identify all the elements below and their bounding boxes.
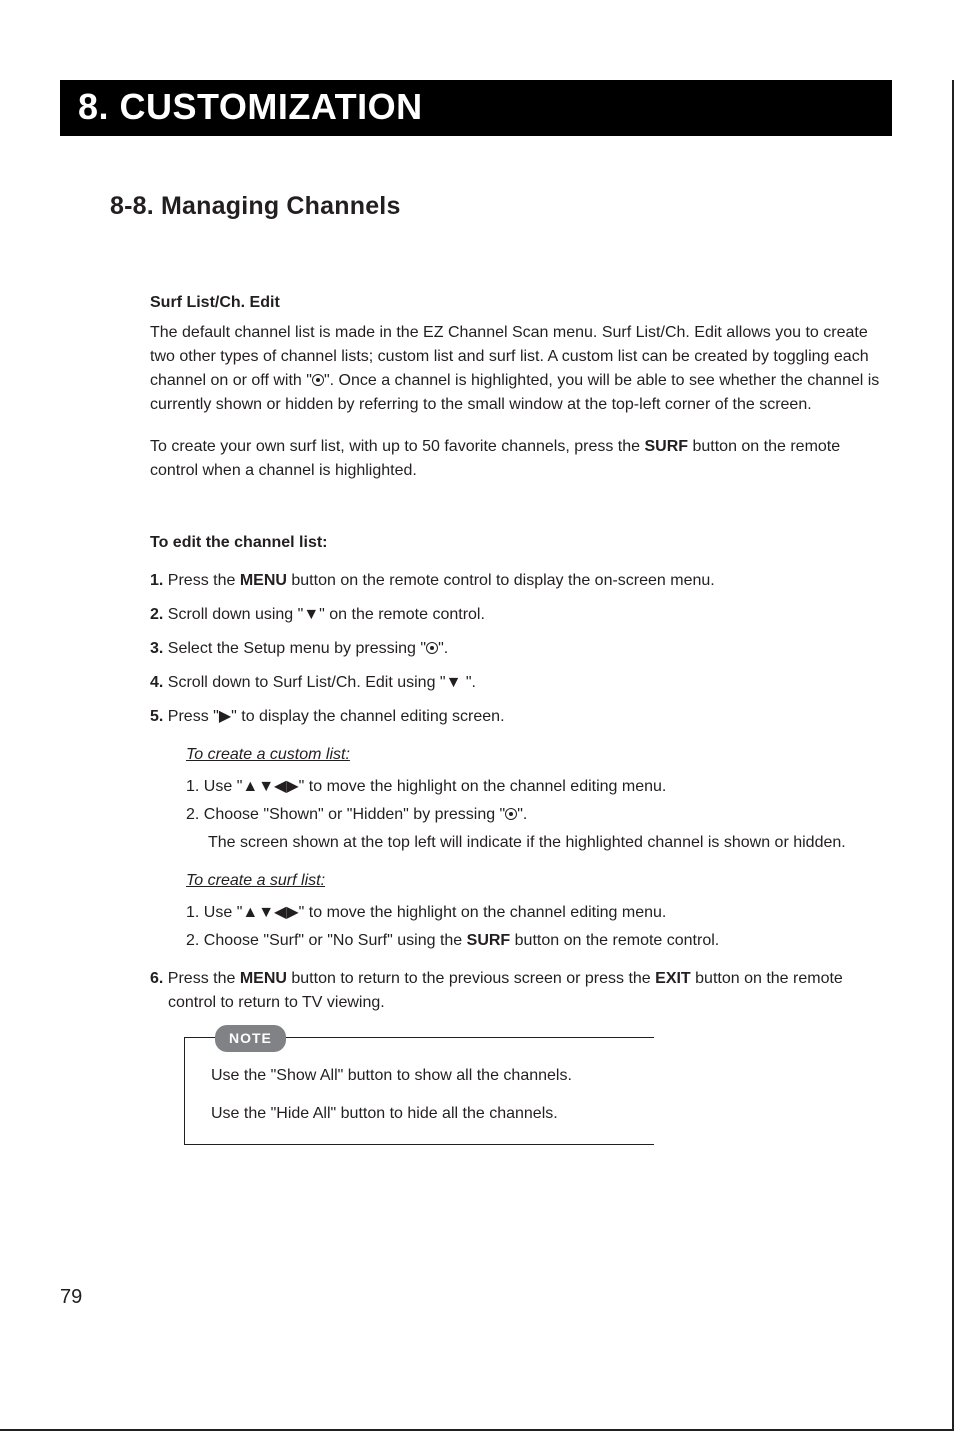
step-2: 2. Scroll down using "▼" on the remote c…	[150, 603, 882, 627]
step-number: 6.	[150, 970, 163, 987]
text: Press "▶" to display the channel editing…	[163, 708, 504, 725]
step-number: 4.	[150, 674, 163, 691]
custom-step-2-cont: The screen shown at the top left will in…	[208, 831, 882, 855]
custom-list-title: To create a custom list:	[186, 743, 882, 767]
step-4: 4. Scroll down to Surf List/Ch. Edit usi…	[150, 671, 882, 695]
menu-bold: MENU	[240, 572, 287, 589]
step-number: 3.	[150, 640, 163, 657]
section-heading: 8-8. Managing Channels	[110, 192, 892, 221]
menu-bold: MENU	[240, 970, 287, 987]
text: Scroll down using "▼" on the remote cont…	[163, 606, 485, 623]
text: 2. Choose "Surf" or "No Surf" using the	[186, 932, 467, 949]
surf-list-block: To create a surf list: 1. Use "▲▼◀▶" to …	[186, 869, 882, 953]
enter-icon	[312, 374, 324, 386]
enter-icon	[426, 642, 438, 654]
text: Select the Setup menu by pressing "	[163, 640, 426, 657]
step-3: 3. Select the Setup menu by pressing " ".	[150, 637, 882, 661]
note-label: NOTE	[215, 1025, 286, 1052]
surf-bold: SURF	[644, 438, 688, 455]
text: button on the remote control to display …	[287, 572, 715, 589]
step-number: 1.	[150, 572, 163, 589]
surf-list-title: To create a surf list:	[186, 869, 882, 893]
chapter-title: 8. CUSTOMIZATION	[78, 86, 874, 128]
surf-heading: Surf List/Ch. Edit	[150, 291, 882, 315]
text: 2. Choose "Shown" or "Hidden" by pressin…	[186, 806, 505, 823]
surf-paragraph-1: The default channel list is made in the …	[150, 321, 882, 417]
note-line-2: Use the "Hide All" button to hide all th…	[211, 1102, 636, 1126]
step-1: 1. Press the MENU button on the remote c…	[150, 569, 882, 593]
note-line-1: Use the "Show All" button to show all th…	[211, 1064, 636, 1088]
custom-list-block: To create a custom list: 1. Use "▲▼◀▶" t…	[186, 743, 882, 855]
page-number: 79	[60, 1286, 82, 1309]
text: Press the	[163, 572, 239, 589]
page: 8. CUSTOMIZATION 8-8. Managing Channels …	[0, 80, 954, 1431]
step-6: 6. Press the MENU button to return to th…	[150, 967, 882, 1015]
step-number: 5.	[150, 708, 163, 725]
text: button on the remote control.	[510, 932, 719, 949]
surf-bold: SURF	[467, 932, 511, 949]
surf-step-1: 1. Use "▲▼◀▶" to move the highlight on t…	[186, 901, 882, 925]
enter-icon	[505, 808, 517, 820]
note-box: NOTE Use the "Show All" button to show a…	[184, 1037, 654, 1145]
step-number: 2.	[150, 606, 163, 623]
surf-paragraph-2: To create your own surf list, with up to…	[150, 435, 882, 483]
text: To create your own surf list, with up to…	[150, 438, 644, 455]
exit-bold: EXIT	[655, 970, 691, 987]
step-5: 5. Press "▶" to display the channel edit…	[150, 705, 882, 729]
text: ".	[438, 640, 448, 657]
surf-step-2: 2. Choose "Surf" or "No Surf" using the …	[186, 929, 882, 953]
text: button to return to the previous screen …	[287, 970, 655, 987]
body-content: Surf List/Ch. Edit The default channel l…	[150, 291, 882, 1145]
custom-step-1: 1. Use "▲▼◀▶" to move the highlight on t…	[186, 775, 882, 799]
custom-step-2: 2. Choose "Shown" or "Hidden" by pressin…	[186, 803, 882, 827]
text: Press the	[163, 970, 239, 987]
chapter-bar: 8. CUSTOMIZATION	[60, 80, 892, 136]
text: ".	[517, 806, 527, 823]
edit-heading: To edit the channel list:	[150, 531, 882, 555]
text: Scroll down to Surf List/Ch. Edit using …	[163, 674, 476, 691]
